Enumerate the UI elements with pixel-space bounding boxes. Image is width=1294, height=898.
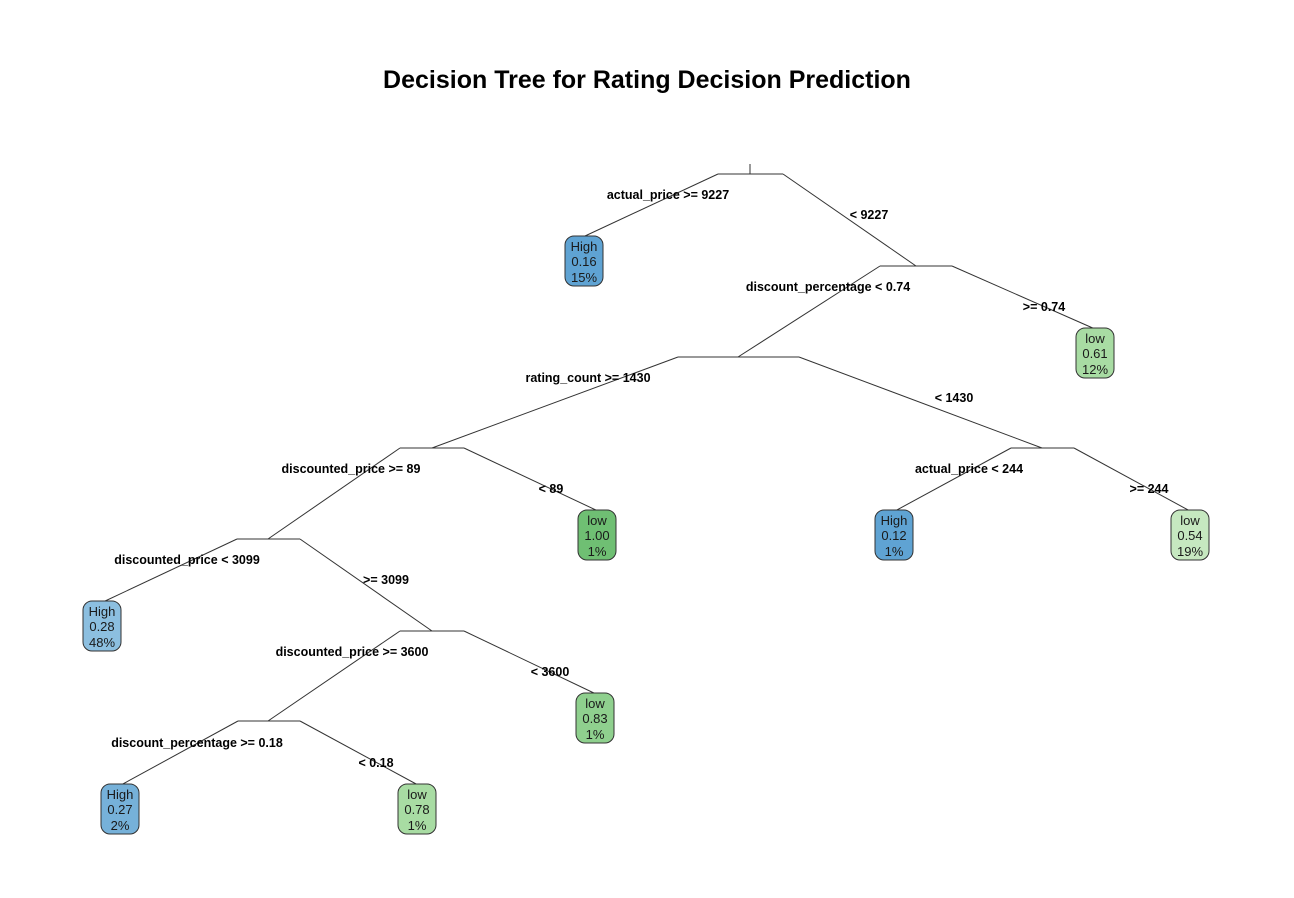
leaf-box xyxy=(1170,509,1210,561)
leaf-box xyxy=(100,783,140,835)
leaf-pct: 1% xyxy=(586,727,605,742)
edge-n4-n6 xyxy=(267,447,401,540)
leaf-class: low xyxy=(587,513,607,528)
edge-n3-n4 xyxy=(431,356,679,449)
leaf-box xyxy=(577,509,617,561)
edge-label-n3-no: < 1430 xyxy=(935,391,974,405)
split-label-n5: actual_price < 244 xyxy=(915,462,1023,476)
leaf-class: low xyxy=(585,696,605,711)
leaf-class: low xyxy=(1085,331,1105,346)
leaf-box xyxy=(564,235,604,287)
leaf-class: low xyxy=(407,787,427,802)
leaf-prob: 0.28 xyxy=(89,619,114,634)
edge-n7-L7 xyxy=(463,630,597,695)
edge-n2-L2 xyxy=(951,265,1096,330)
leaf-pct: 1% xyxy=(408,818,427,833)
edge-n4-L3 xyxy=(463,447,599,512)
leaf-prob: 0.27 xyxy=(107,802,132,817)
leaf-class: High xyxy=(571,239,598,254)
leaf-node: low 1.00 1% xyxy=(577,509,617,561)
split-label-n7: discounted_price >= 3600 xyxy=(276,645,429,659)
leaf-box xyxy=(575,692,615,744)
leaf-pct: 1% xyxy=(588,544,607,559)
leaf-pct: 48% xyxy=(89,635,115,650)
edge-label-n6-no: >= 3099 xyxy=(363,573,409,587)
split-label-n4: discounted_price >= 89 xyxy=(282,462,421,476)
edge-label-n5-no: >= 244 xyxy=(1130,482,1169,496)
leaf-node: low 0.54 19% xyxy=(1170,509,1210,561)
edge-n6-n7 xyxy=(299,538,433,632)
edge-n7-n8 xyxy=(267,630,401,722)
edge-n3-n5 xyxy=(798,356,1043,449)
leaf-node: High 0.27 2% xyxy=(100,783,140,835)
edge-label-n4-no: < 89 xyxy=(539,482,564,496)
edge-n8-L9 xyxy=(299,720,419,786)
split-label-n8: discount_percentage >= 0.18 xyxy=(111,736,283,750)
edge-label-n7-no: < 3600 xyxy=(531,665,570,679)
leaf-prob: 1.00 xyxy=(584,528,609,543)
leaf-class: High xyxy=(89,604,116,619)
leaf-box xyxy=(874,509,914,561)
leaf-node: low 0.78 1% xyxy=(397,783,437,835)
leaf-prob: 0.78 xyxy=(404,802,429,817)
edge-n8-L8 xyxy=(120,720,239,786)
leaf-prob: 0.61 xyxy=(1082,346,1107,361)
leaf-box xyxy=(397,783,437,835)
leaf-class: low xyxy=(1180,513,1200,528)
edge-label-root-no: < 9227 xyxy=(850,208,889,222)
leaf-pct: 12% xyxy=(1082,362,1108,377)
edge-root-n2 xyxy=(782,173,917,267)
leaf-node: low 0.61 12% xyxy=(1075,327,1115,379)
leaf-pct: 2% xyxy=(111,818,130,833)
leaf-prob: 0.54 xyxy=(1177,528,1202,543)
leaf-pct: 15% xyxy=(571,270,597,285)
leaf-node: low 0.83 1% xyxy=(575,692,615,744)
edge-root-L1 xyxy=(584,173,719,237)
leaf-prob: 0.12 xyxy=(881,528,906,543)
leaf-class: High xyxy=(881,513,908,528)
split-label-root: actual_price >= 9227 xyxy=(607,188,729,202)
leaf-nodes: High 0.16 15% low 0.61 12% low 1.00 1% H… xyxy=(82,235,1210,835)
leaf-node: High 0.28 48% xyxy=(82,600,122,652)
leaf-prob: 0.16 xyxy=(571,254,596,269)
leaf-prob: 0.83 xyxy=(582,711,607,726)
edge-n5-L4 xyxy=(894,447,1012,512)
edge-label-n2-no: >= 0.74 xyxy=(1023,300,1065,314)
leaf-pct: 1% xyxy=(885,544,904,559)
split-label-n2: discount_percentage < 0.74 xyxy=(746,280,910,294)
edge-n6-L6 xyxy=(102,538,238,603)
leaf-class: High xyxy=(107,787,134,802)
leaf-pct: 19% xyxy=(1177,544,1203,559)
split-labels: actual_price >= 9227 < 9227 discount_per… xyxy=(111,188,1168,770)
tree-edges xyxy=(102,164,1191,786)
edge-n5-L5 xyxy=(1073,447,1191,512)
leaf-box xyxy=(1075,327,1115,379)
edge-n2-n3 xyxy=(737,265,881,358)
split-label-n3: rating_count >= 1430 xyxy=(525,371,650,385)
diagram-title: Decision Tree for Rating Decision Predic… xyxy=(383,66,911,94)
split-label-n6: discounted_price < 3099 xyxy=(114,553,260,567)
leaf-node: High 0.12 1% xyxy=(874,509,914,561)
edge-label-n8-no: < 0.18 xyxy=(358,756,393,770)
leaf-node: High 0.16 15% xyxy=(564,235,604,287)
leaf-box xyxy=(82,600,122,652)
